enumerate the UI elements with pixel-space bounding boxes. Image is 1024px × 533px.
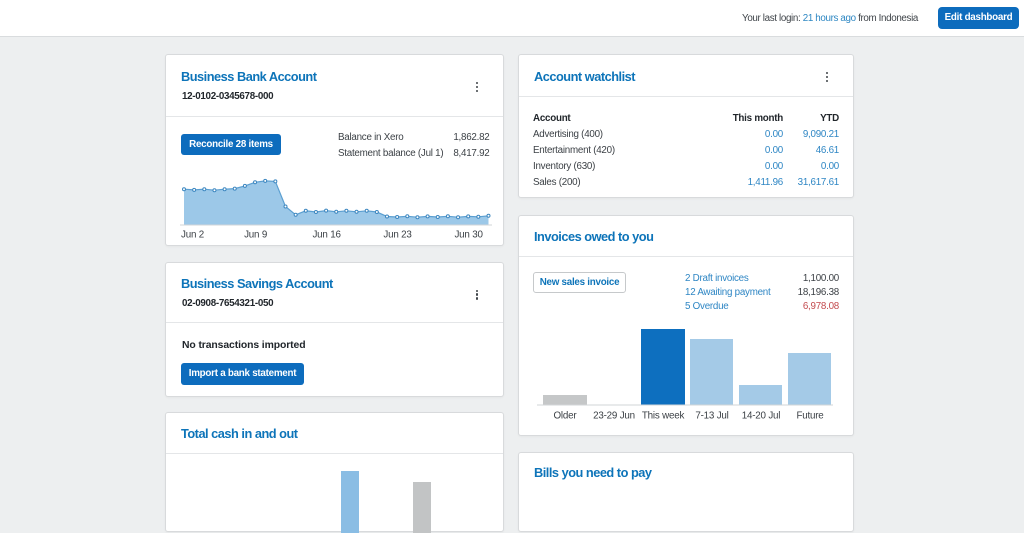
svg-text:7-13 Jul: 7-13 Jul (695, 411, 728, 422)
svg-text:Jun 30: Jun 30 (454, 230, 483, 241)
svg-text:23-29 Jun: 23-29 Jun (593, 411, 635, 422)
svg-text:Jun 16: Jun 16 (312, 230, 341, 241)
svg-text:Jun 9: Jun 9 (244, 230, 267, 241)
svg-text:Jun 2: Jun 2 (181, 230, 204, 241)
svg-text:Future: Future (796, 411, 824, 422)
svg-text:Older: Older (554, 411, 578, 422)
svg-text:Jun 23: Jun 23 (383, 230, 412, 241)
svg-text:This week: This week (642, 411, 685, 422)
svg-text:14-20 Jul: 14-20 Jul (742, 411, 781, 422)
